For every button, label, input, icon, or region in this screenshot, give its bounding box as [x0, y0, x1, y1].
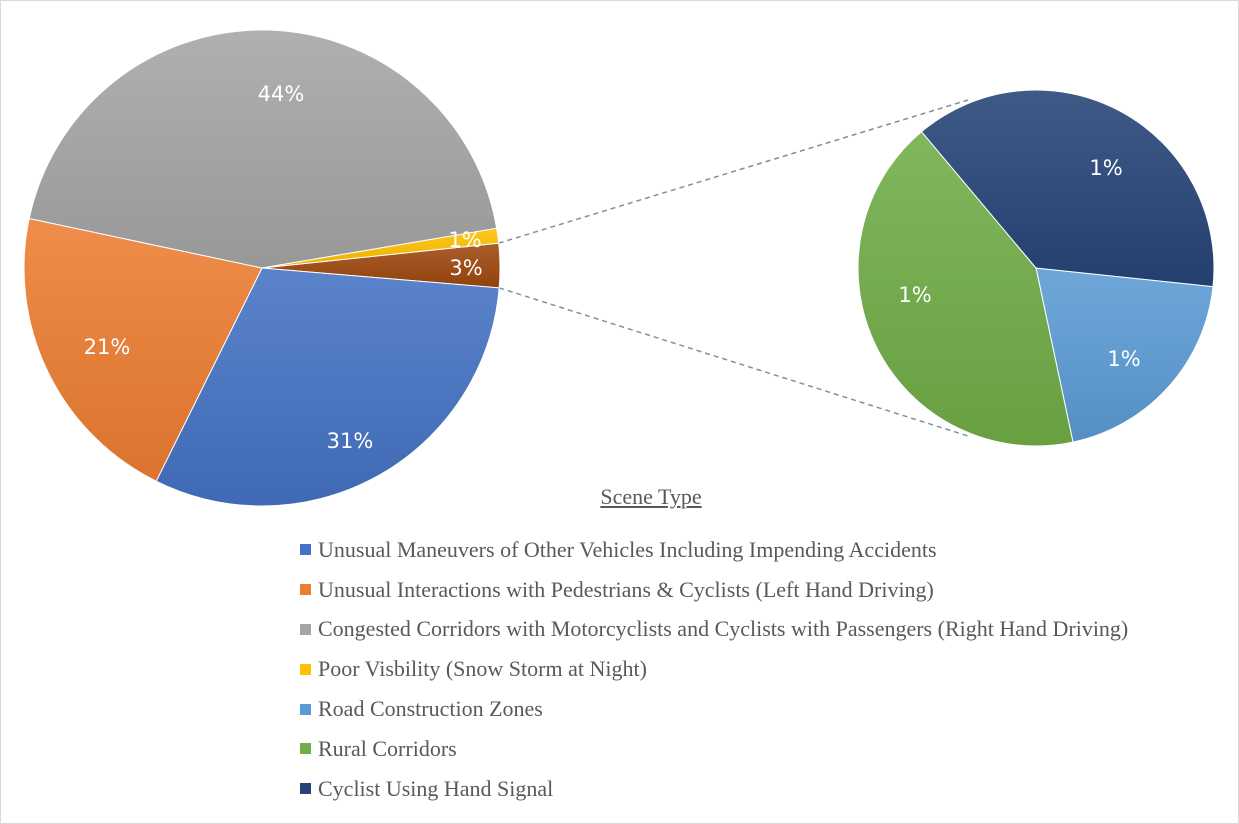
legend-label: Poor Visbility (Snow Storm at Night): [318, 656, 647, 682]
legend-item-rural-corridors: Rural Corridors: [300, 729, 1128, 769]
secondary-pie: [857, 89, 1215, 447]
data-label-congested-corridors-with-motorcyclists-and-cyclists-with-passengers-right-hand-driving: 44%: [258, 82, 305, 106]
data-label-poor-visbility-snow-storm-at-night: 1%: [448, 228, 481, 252]
pie-slice-congested-corridors-with-motorcyclists-and-cyclists-with-passengers-right-hand-driving: [28, 29, 498, 269]
legend-item-road-construction-zones: Road Construction Zones: [300, 689, 1128, 729]
pie-slice-road-construction-zones: [1035, 267, 1214, 443]
data-label-unusual-maneuvers-of-other-vehicles-including-impending-accidents: 31%: [327, 429, 374, 453]
legend-item-poor-visbility-snow-storm-at-night: Poor Visbility (Snow Storm at Night): [300, 649, 1128, 689]
data-label-cyclist-using-hand-signal: 1%: [1089, 156, 1122, 180]
legend-item-cyclist-using-hand-signal: Cyclist Using Hand Signal: [300, 769, 1128, 809]
legend-swatch: [300, 703, 311, 715]
legend-label: Unusual Interactions with Pedestrians & …: [318, 576, 934, 602]
legend-label: Rural Corridors: [318, 735, 457, 761]
legend-label: Unusual Maneuvers of Other Vehicles Incl…: [318, 536, 937, 562]
data-labels: 3% 31% 21% 44% 1% 1% 1% 1%: [84, 82, 1141, 453]
connector-lines: [498, 99, 969, 437]
legend-swatch: [300, 584, 311, 596]
pie-slice-unusual-maneuvers-of-other-vehicles-including-impending-accidents: [155, 267, 500, 507]
data-label-rural-corridors: 1%: [898, 283, 931, 307]
legend-label: Road Construction Zones: [318, 696, 543, 722]
pie-slice-rural-corridors: [857, 130, 1074, 447]
legend-swatch: [300, 544, 311, 556]
legend-swatch: [300, 743, 311, 755]
main-pie: [23, 29, 501, 507]
legend-swatch: [300, 783, 311, 795]
legend-label: Cyclist Using Hand Signal: [318, 775, 554, 801]
pie-slice-cyclist-using-hand-signal: [920, 89, 1215, 288]
legend-label: Congested Corridors with Motorcyclists a…: [318, 616, 1129, 642]
legend: Unusual Maneuvers of Other Vehicles Incl…: [300, 530, 1128, 809]
legend-item-congested-corridors-with-motorcyclists-and-cyclists-with-passengers-right-hand-driving: Congested Corridors with Motorcyclists a…: [300, 610, 1128, 650]
connector-line-top: [498, 99, 969, 244]
pie-slice-poor-visbility-snow-storm-at-night: [261, 227, 500, 269]
data-label-road-construction-zones: 1%: [1107, 347, 1140, 371]
connector-line-bottom: [498, 287, 969, 437]
legend-swatch: [300, 663, 311, 675]
legend-item-unusual-maneuvers-of-other-vehicles-including-impending-accidents: Unusual Maneuvers of Other Vehicles Incl…: [300, 530, 1128, 570]
data-label-combined-other: 3%: [449, 256, 482, 280]
legend-title: Scene Type: [600, 484, 702, 509]
legend-item-unusual-interactions-with-pedestrians-cyclists-left-hand-driving: Unusual Interactions with Pedestrians & …: [300, 570, 1128, 610]
data-label-unusual-interactions-with-pedestrians-cyclists-left-hand-driving: 21%: [84, 335, 131, 359]
pie-slice-unusual-interactions-with-pedestrians-cyclists-left-hand-driving: [23, 217, 263, 482]
legend-swatch: [300, 623, 311, 635]
